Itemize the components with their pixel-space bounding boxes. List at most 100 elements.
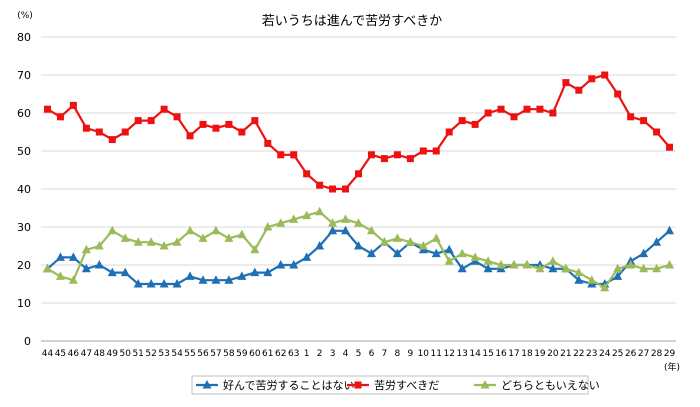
y-tick-label: 30: [17, 221, 31, 234]
grid-lines: [41, 36, 676, 304]
legend-swatch-marker: [354, 381, 362, 389]
data-point: [613, 271, 623, 280]
x-tick-label: 48: [94, 349, 106, 359]
data-point: [224, 275, 234, 284]
x-tick-label: 14: [469, 349, 481, 359]
x-tick-label: 61: [262, 349, 273, 359]
x-tick-label: 45: [55, 349, 66, 359]
data-point: [639, 248, 649, 258]
data-point: [535, 263, 545, 273]
data-point: [457, 263, 467, 273]
x-tick-label: 21: [560, 349, 571, 359]
data-point: [276, 218, 286, 227]
y-tick-label: 80: [17, 31, 31, 44]
x-tick-label: 44: [42, 349, 54, 359]
data-point: [445, 128, 453, 136]
data-point: [160, 105, 168, 113]
x-tick-label: 54: [171, 349, 183, 359]
x-tick-label: 29: [664, 349, 676, 359]
data-point: [639, 263, 649, 273]
data-point: [303, 170, 311, 178]
data-point: [172, 279, 182, 288]
data-point: [496, 260, 506, 269]
legend-label: どちらともいえない: [501, 379, 600, 392]
data-point: [354, 241, 363, 250]
x-tick-label: 62: [275, 349, 286, 359]
data-point: [614, 90, 622, 98]
data-point: [277, 151, 285, 159]
x-tick-label: 59: [236, 349, 248, 359]
data-point: [146, 237, 156, 246]
data-point: [173, 113, 181, 121]
x-tick-label: 56: [197, 349, 209, 359]
series-3: [42, 206, 675, 292]
data-point: [601, 71, 609, 79]
data-point: [55, 252, 65, 261]
data-point: [419, 147, 427, 155]
data-point: [652, 263, 662, 273]
legend-label: 好んで苦労することはない: [223, 378, 354, 392]
x-tick-label: 17: [508, 349, 519, 359]
x-tick-label: 55: [184, 349, 195, 359]
data-point: [328, 218, 338, 227]
data-point: [316, 181, 324, 189]
data-point: [237, 271, 247, 280]
data-point: [185, 271, 195, 280]
x-tick-label: 1: [304, 349, 310, 359]
data-point: [55, 271, 65, 280]
data-point: [94, 260, 104, 269]
data-point: [263, 267, 273, 277]
data-point: [574, 275, 584, 284]
x-axis-unit: (年): [664, 361, 680, 373]
data-point: [315, 241, 325, 250]
data-point: [457, 248, 467, 258]
y-tick-label: 0: [24, 335, 31, 348]
data-point: [588, 75, 596, 83]
data-point: [328, 225, 338, 235]
x-tick-label: 8: [395, 349, 401, 359]
data-point: [522, 260, 532, 269]
data-point: [523, 105, 531, 113]
legend: 好んで苦労することはない 苦労すべきだ どちらともいえない: [191, 375, 600, 395]
data-point: [600, 282, 610, 292]
y-axis-unit: (%): [17, 11, 33, 21]
x-tick-label: 11: [431, 349, 442, 359]
x-tick-label: 49: [107, 349, 119, 359]
legend-swatch-marker: [480, 380, 490, 389]
data-point: [431, 248, 441, 258]
data-point: [185, 225, 195, 235]
data-point: [640, 117, 648, 125]
data-point: [212, 124, 220, 132]
data-point: [302, 252, 312, 261]
x-tick-label: 9: [407, 349, 413, 359]
x-tick-label: 60: [249, 349, 261, 359]
data-point: [549, 109, 557, 117]
legend-item: 好んで苦労することはない: [196, 378, 354, 392]
data-point: [81, 263, 91, 273]
data-point: [186, 132, 194, 140]
data-point: [237, 229, 247, 239]
data-point: [627, 113, 635, 121]
data-point: [264, 139, 272, 147]
data-point: [198, 275, 208, 284]
legend-item: どちらともいえない: [474, 379, 600, 392]
x-tick-label: 27: [638, 349, 649, 359]
data-point: [652, 237, 662, 246]
data-point: [548, 263, 558, 273]
data-point: [263, 222, 273, 231]
data-point: [562, 79, 570, 87]
data-point: [94, 241, 104, 250]
data-point: [341, 214, 351, 223]
x-tick-label: 15: [482, 349, 493, 359]
x-tick-label: 16: [495, 349, 507, 359]
data-point: [367, 151, 375, 159]
data-point: [536, 105, 544, 113]
data-point: [431, 233, 441, 242]
legend-item: 苦労すべきだ: [347, 378, 439, 392]
x-tick-label: 23: [586, 349, 597, 359]
data-point: [432, 147, 440, 155]
data-point: [107, 267, 117, 277]
data-point: [483, 256, 493, 265]
x-tick-label: 18: [521, 349, 533, 359]
